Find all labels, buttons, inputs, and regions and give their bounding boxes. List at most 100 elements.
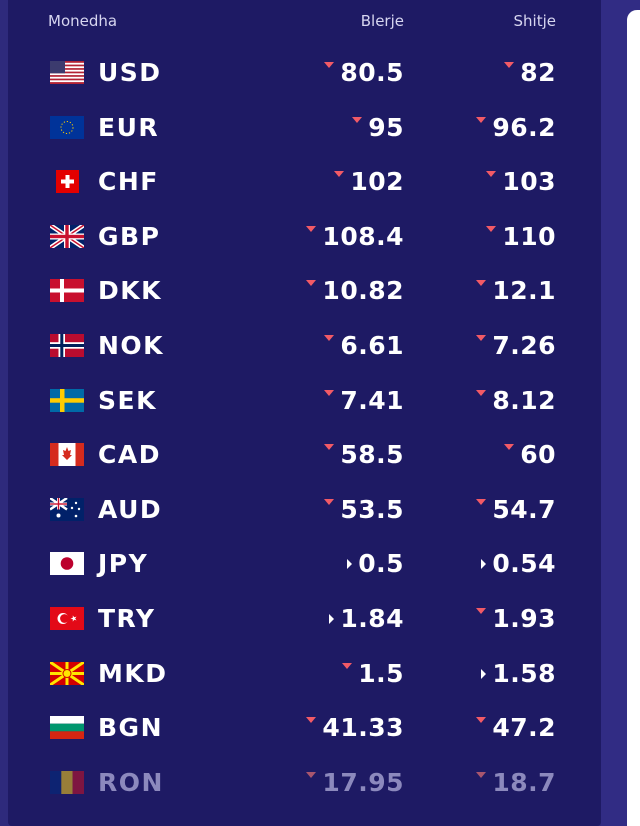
trend-neutral-icon xyxy=(347,559,353,570)
buy-rate: 10.82 xyxy=(306,264,404,318)
adjacent-card xyxy=(627,10,640,826)
trend-down-icon xyxy=(306,225,317,232)
buy-rate: 17.95 xyxy=(306,756,404,810)
rate-row-jpy: JPY 0.5 0.54 xyxy=(8,537,601,591)
trend-down-icon xyxy=(476,335,487,341)
exchange-rates-panel: Monedha Blerje Shitje USD 80.5 82 EUR 95 96.2… xyxy=(8,0,601,826)
buy-rate-value: 7.41 xyxy=(340,385,404,415)
eu-flag-icon xyxy=(50,115,84,139)
sell-rate-value: 1.58 xyxy=(492,658,556,688)
currency-code: JPY xyxy=(98,549,149,579)
sell-rate-value: 96.2 xyxy=(492,112,556,142)
trend-down-icon xyxy=(324,498,335,505)
sell-rate-value: 8.12 xyxy=(492,385,556,415)
currency-code: AUD xyxy=(98,494,163,524)
buy-rate: 108.4 xyxy=(306,210,404,264)
header-currency: Monedha xyxy=(48,12,118,30)
sell-rate-value: 1.93 xyxy=(492,604,556,633)
currency-code: CHF xyxy=(98,167,159,197)
sell-rate: 103 xyxy=(486,155,556,209)
tr-flag-icon xyxy=(50,607,84,630)
se-flag-icon xyxy=(50,388,84,412)
buy-rate: 6.61 xyxy=(324,319,404,373)
buy-rate: 7.41 xyxy=(324,374,404,428)
currency-code: DKK xyxy=(98,276,162,306)
trend-neutral-icon xyxy=(481,559,487,570)
sell-rate: 82 xyxy=(504,46,556,100)
sell-rate: 7.26 xyxy=(476,319,556,373)
sell-rate-value: 60 xyxy=(520,440,556,470)
trend-down-icon xyxy=(476,116,487,123)
rate-row-eur: EUR 95 96.2 xyxy=(8,101,601,155)
sell-rate-value: 18.7 xyxy=(492,767,556,797)
mk-flag-icon xyxy=(50,661,84,685)
sell-rate: 1.58 xyxy=(481,647,556,701)
trend-down-icon xyxy=(306,280,317,287)
sell-rate: 96.2 xyxy=(476,101,556,155)
trend-neutral-icon xyxy=(481,668,487,679)
us-flag-icon xyxy=(50,61,84,84)
ch-flag-icon xyxy=(50,170,84,194)
rate-row-gbp: GBP 108.4 110 xyxy=(8,210,601,264)
gb-flag-icon xyxy=(50,224,84,248)
currency-code: RON xyxy=(98,767,164,797)
buy-rate: 58.5 xyxy=(324,428,404,482)
trend-down-icon xyxy=(486,171,497,178)
trend-down-icon xyxy=(352,116,363,123)
trend-down-icon xyxy=(476,771,487,778)
header-buy: Blerje xyxy=(360,12,404,30)
sell-rate: 60 xyxy=(504,428,556,482)
buy-rate-value: 1.5 xyxy=(358,658,404,688)
header-sell: Shitje xyxy=(513,12,556,30)
sell-rate: 18.7 xyxy=(476,756,556,810)
trend-down-icon xyxy=(476,608,487,614)
rate-row-usd: USD 80.5 82 xyxy=(8,46,601,100)
trend-down-icon xyxy=(324,444,335,451)
buy-rate: 53.5 xyxy=(324,483,404,537)
sell-rate: 12.1 xyxy=(476,264,556,318)
trend-down-icon xyxy=(334,171,345,178)
buy-rate: 1.5 xyxy=(342,647,404,701)
rate-row-nok: NOK 6.61 7.26 xyxy=(8,319,601,373)
buy-rate-value: 10.82 xyxy=(322,276,404,306)
ro-flag-icon xyxy=(50,770,84,794)
dk-flag-icon xyxy=(50,279,84,303)
currency-code: NOK xyxy=(98,331,165,360)
sell-rate: 0.54 xyxy=(481,537,556,591)
page-background xyxy=(0,0,8,826)
sell-rate-value: 12.1 xyxy=(492,276,556,306)
trend-down-icon xyxy=(476,280,487,287)
buy-rate-value: 1.84 xyxy=(340,604,404,633)
sell-rate: 110 xyxy=(486,210,556,264)
sell-rate-value: 110 xyxy=(502,221,556,251)
table-header: Monedha Blerje Shitje xyxy=(8,12,601,36)
au-flag-icon xyxy=(50,497,84,521)
jp-flag-icon xyxy=(50,552,84,576)
bg-flag-icon xyxy=(50,716,84,740)
currency-code: EUR xyxy=(98,112,160,142)
rate-row-aud: AUD 53.5 54.7 xyxy=(8,483,601,537)
currency-code: MKD xyxy=(98,658,168,688)
sell-rate-value: 54.7 xyxy=(492,494,556,524)
trend-down-icon xyxy=(306,771,317,778)
buy-rate-value: 6.61 xyxy=(340,331,404,360)
buy-rate: 0.5 xyxy=(347,537,404,591)
buy-rate: 102 xyxy=(334,155,404,209)
currency-code: GBP xyxy=(98,221,161,251)
sell-rate: 8.12 xyxy=(476,374,556,428)
sell-rate-value: 103 xyxy=(502,167,556,197)
trend-down-icon xyxy=(324,335,335,341)
trend-down-icon xyxy=(504,62,515,68)
buy-rate: 80.5 xyxy=(324,46,404,100)
buy-rate-value: 102 xyxy=(350,167,404,197)
currency-code: CAD xyxy=(98,440,161,470)
trend-down-icon xyxy=(324,62,335,68)
trend-down-icon xyxy=(476,498,487,505)
buy-rate-value: 95 xyxy=(368,112,404,142)
trend-down-icon xyxy=(476,717,487,724)
buy-rate: 41.33 xyxy=(306,701,404,755)
rate-row-cad: CAD 58.5 60 xyxy=(8,428,601,482)
sell-rate-value: 47.2 xyxy=(492,713,556,743)
no-flag-icon xyxy=(50,334,84,357)
currency-code: BGN xyxy=(98,713,163,743)
